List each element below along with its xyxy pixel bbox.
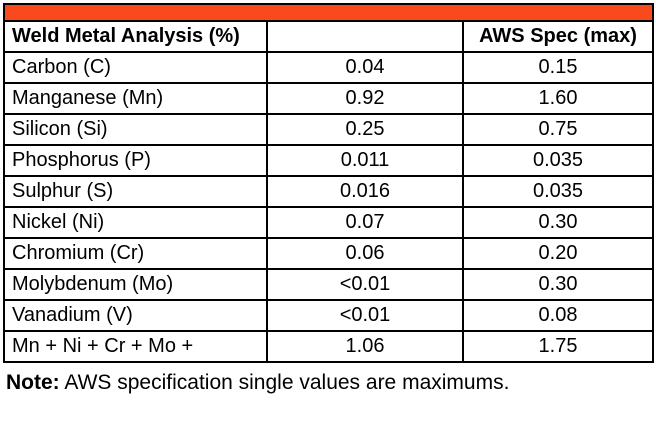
footnote-label: Note: — [6, 371, 60, 394]
footnote: Note: AWS specification single values ar… — [6, 370, 656, 396]
table-row-vanadium: Vanadium (V) <0.01 0.08 — [3, 299, 655, 332]
footnote-text: AWS specification single values are maxi… — [64, 371, 510, 394]
cell-element: Nickel (Ni) — [3, 206, 268, 239]
cell-element: Sulphur (S) — [3, 175, 268, 208]
table-row-total: Mn + Ni + Cr + Mo + 1.06 1.75 — [3, 330, 655, 363]
accent-bar — [2, 3, 655, 22]
cell-value: 1.06 — [266, 330, 464, 363]
table-row-chromium: Chromium (Cr) 0.06 0.20 — [3, 237, 655, 270]
table-row-sulphur: Sulphur (S) 0.016 0.035 — [3, 175, 655, 208]
cell-spec: 0.30 — [461, 268, 655, 301]
cell-value: <0.01 — [266, 299, 464, 332]
cell-element: Phosphorus (P) — [3, 144, 268, 177]
cell-spec: 0.035 — [461, 144, 655, 177]
weld-metal-analysis-table: Weld Metal Analysis (%) AWS Spec (max) C… — [2, 3, 655, 363]
cell-value: 0.011 — [266, 144, 464, 177]
cell-spec: 1.75 — [461, 330, 655, 363]
table-row-silicon: Silicon (Si) 0.25 0.75 — [3, 113, 655, 146]
cell-element: Chromium (Cr) — [3, 237, 268, 270]
page: { "accent_color": "#F94A1D", "table": { … — [0, 3, 656, 425]
header-aws-spec-column: AWS Spec (max) — [461, 20, 655, 53]
cell-value: 0.04 — [266, 51, 464, 84]
cell-spec: 0.20 — [461, 237, 655, 270]
accent-bar-row — [2, 3, 655, 22]
cell-element: Molybdenum (Mo) — [3, 268, 268, 301]
cell-spec: 0.08 — [461, 299, 655, 332]
header-element-column: Weld Metal Analysis (%) — [3, 20, 268, 53]
cell-value: 0.016 — [266, 175, 464, 208]
table-row-molybdenum: Molybdenum (Mo) <0.01 0.30 — [3, 268, 655, 301]
cell-element: Carbon (C) — [3, 51, 268, 84]
table-row-phosphorus: Phosphorus (P) 0.011 0.035 — [3, 144, 655, 177]
cell-value: 0.92 — [266, 82, 464, 115]
cell-spec: 0.30 — [461, 206, 655, 239]
cell-spec: 0.035 — [461, 175, 655, 208]
cell-element: Vanadium (V) — [3, 299, 268, 332]
table-row-nickel: Nickel (Ni) 0.07 0.30 — [3, 206, 655, 239]
cell-spec: 0.75 — [461, 113, 655, 146]
cell-element: Manganese (Mn) — [3, 82, 268, 115]
cell-spec: 1.60 — [461, 82, 655, 115]
cell-spec: 0.15 — [461, 51, 655, 84]
table-row-manganese: Manganese (Mn) 0.92 1.60 — [3, 82, 655, 115]
cell-element: Silicon (Si) — [3, 113, 268, 146]
header-value-column — [266, 20, 464, 53]
cell-value: 0.07 — [266, 206, 464, 239]
cell-value: 0.06 — [266, 237, 464, 270]
cell-element: Mn + Ni + Cr + Mo + — [3, 330, 268, 363]
table-row-carbon: Carbon (C) 0.04 0.15 — [3, 51, 655, 84]
table-header-row: Weld Metal Analysis (%) AWS Spec (max) — [3, 20, 655, 53]
cell-value: <0.01 — [266, 268, 464, 301]
cell-value: 0.25 — [266, 113, 464, 146]
